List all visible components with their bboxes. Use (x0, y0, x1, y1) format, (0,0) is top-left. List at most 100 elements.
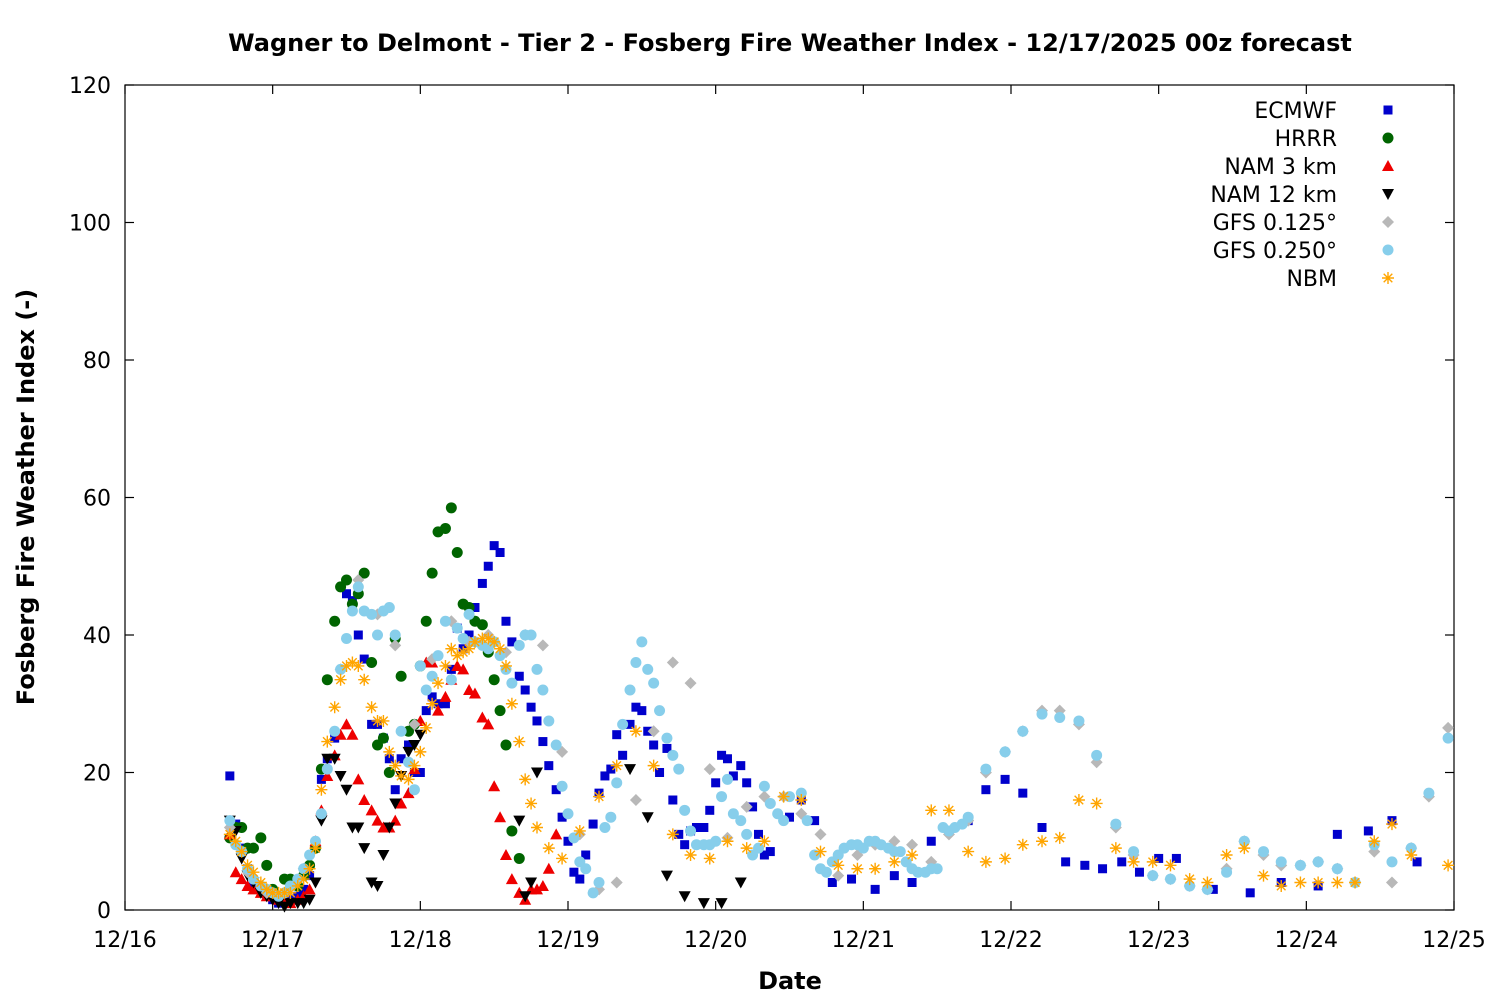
data-point (661, 732, 673, 744)
data-point (600, 771, 610, 781)
data-point (1442, 732, 1454, 744)
data-point (1442, 721, 1455, 734)
data-point (489, 541, 499, 551)
data-point (330, 733, 340, 743)
data-point (629, 794, 642, 806)
data-point (353, 630, 363, 640)
data-point (593, 877, 605, 888)
data-point (408, 740, 421, 751)
data-point (389, 639, 402, 652)
data-point (532, 716, 542, 726)
data-point (1312, 876, 1325, 889)
legend-label: GFS 0.125° (1213, 211, 1337, 236)
data-point (457, 632, 469, 644)
data-point (1183, 873, 1196, 886)
data-point (439, 690, 452, 702)
data-point (321, 735, 334, 748)
data-point (1110, 818, 1122, 830)
data-point (629, 725, 642, 738)
data-point (464, 630, 474, 640)
y-tick-label: 40 (83, 624, 111, 649)
data-point (1412, 857, 1422, 867)
data-point (906, 849, 919, 861)
data-point (235, 873, 248, 885)
data-point (777, 790, 790, 803)
data-point (284, 886, 297, 899)
data-point (1073, 715, 1085, 727)
data-point (432, 677, 445, 690)
data-point (309, 835, 321, 847)
data-point (278, 901, 291, 913)
data-point (1127, 855, 1140, 868)
data-point (1312, 856, 1324, 868)
data-point (847, 874, 857, 884)
data-point (610, 759, 623, 772)
legend-marker (1382, 160, 1394, 171)
data-point (445, 502, 457, 514)
data-point (377, 850, 390, 861)
data-point (654, 705, 666, 717)
data-point (684, 677, 697, 690)
data-point (432, 650, 444, 662)
data-point (573, 824, 586, 837)
data-point (551, 785, 561, 795)
data-point (710, 835, 722, 847)
data-point (359, 654, 369, 664)
data-point (303, 883, 316, 895)
data-point (870, 884, 880, 894)
data-point (1238, 842, 1251, 855)
data-point (736, 761, 746, 771)
data-point (372, 629, 384, 641)
data-point (764, 797, 776, 809)
data-point (593, 790, 606, 803)
data-point (536, 639, 549, 652)
data-point (525, 877, 538, 889)
data-point (715, 898, 728, 910)
data-point (414, 745, 427, 758)
data-point (1154, 853, 1164, 863)
data-point (506, 677, 518, 689)
data-point (321, 769, 334, 781)
data-point (680, 840, 690, 850)
data-point (299, 884, 309, 894)
data-point (550, 739, 562, 751)
data-point (383, 745, 396, 758)
data-point (519, 773, 532, 786)
data-point (699, 823, 709, 832)
data-point (420, 615, 432, 627)
data-point (705, 805, 715, 815)
data-point (556, 852, 569, 865)
legend-label: HRRR (1275, 127, 1337, 152)
data-point (321, 763, 333, 775)
x-tick-label: 12/25 (1422, 928, 1485, 953)
data-point (1109, 842, 1122, 855)
data-point (1146, 855, 1159, 868)
x-tick-label: 12/18 (389, 928, 452, 953)
data-point (483, 561, 493, 571)
data-point (721, 773, 733, 785)
data-point (550, 828, 563, 840)
data-point (1201, 883, 1213, 895)
data-point (365, 804, 378, 816)
data-point (758, 780, 770, 792)
data-point (785, 812, 794, 822)
data-point (1036, 835, 1049, 848)
data-point (1423, 787, 1435, 799)
data-point (648, 677, 660, 689)
data-point (557, 812, 567, 822)
data-point (303, 894, 316, 906)
data-point (389, 629, 401, 641)
data-point (536, 879, 549, 891)
data-point (440, 699, 450, 709)
data-point (235, 853, 248, 865)
data-point (519, 891, 532, 903)
data-point (247, 842, 259, 854)
data-point (457, 646, 470, 659)
axes: 12/16 12/17 12/18 12/19 12/20 12/21 12/22 12/23… (69, 74, 1486, 953)
data-point (801, 815, 813, 827)
data-point (495, 548, 505, 557)
data-point (470, 603, 480, 612)
data-point (463, 642, 476, 655)
data-point (721, 835, 734, 848)
data-point (1221, 866, 1233, 878)
